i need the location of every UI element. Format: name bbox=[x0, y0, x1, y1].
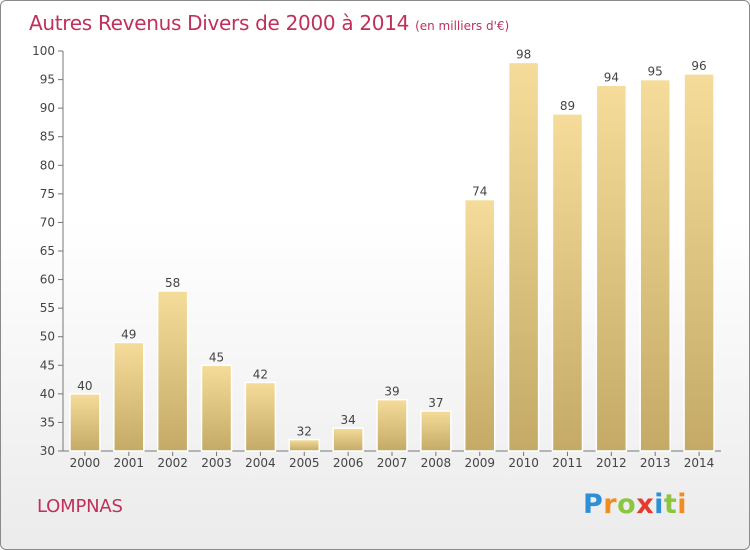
bar bbox=[156, 290, 189, 452]
bar-value-label: 37 bbox=[428, 396, 443, 410]
commune-name: LOMPNAS bbox=[37, 496, 123, 517]
x-tick-label: 2007 bbox=[377, 456, 408, 470]
x-tick-label: 2006 bbox=[333, 456, 364, 470]
bar-value-label: 42 bbox=[253, 367, 268, 381]
logo-letter: i bbox=[677, 489, 688, 520]
bar-value-label: 45 bbox=[209, 350, 224, 364]
bar bbox=[113, 341, 145, 452]
bar bbox=[551, 113, 584, 452]
x-tick-label: 2000 bbox=[70, 456, 101, 470]
x-tick-label: 2008 bbox=[421, 456, 452, 470]
x-tick-label: 2013 bbox=[640, 456, 671, 470]
bar-value-label: 74 bbox=[472, 185, 487, 199]
chart-subtitle: (en milliers d'€) bbox=[415, 19, 510, 33]
x-tick-label: 2002 bbox=[157, 456, 188, 470]
bar-value-label: 58 bbox=[165, 276, 180, 290]
bar-value-label: 94 bbox=[604, 70, 619, 84]
x-axis: 2000 2001 2002 2003 2004 2005 2006 2007 2008 2009… bbox=[63, 450, 721, 470]
y-axis: 30 35 40 45 50 55 60 65 70 75 80 85 90 95 100 bbox=[32, 44, 64, 458]
bar-value-label: 95 bbox=[648, 65, 663, 79]
bar bbox=[420, 410, 452, 452]
y-tick-label: 45 bbox=[40, 358, 55, 372]
bar bbox=[507, 61, 540, 452]
logo-letter: t bbox=[663, 489, 678, 520]
bar bbox=[595, 84, 628, 452]
x-tick-label: 2003 bbox=[201, 456, 232, 470]
y-tick-label: 35 bbox=[40, 415, 55, 429]
bar-value-label: 96 bbox=[691, 59, 706, 73]
y-tick-label: 80 bbox=[40, 158, 55, 172]
bar bbox=[463, 198, 496, 452]
y-tick-label: 50 bbox=[40, 330, 55, 344]
y-tick-label: 85 bbox=[40, 130, 55, 144]
x-tick-label: 2010 bbox=[508, 456, 539, 470]
bar-value-label: 98 bbox=[516, 47, 531, 61]
y-tick-label: 95 bbox=[40, 73, 55, 87]
bar bbox=[683, 73, 715, 452]
bar-value-label: 49 bbox=[121, 327, 136, 341]
y-tick-label: 40 bbox=[40, 387, 55, 401]
bar bbox=[200, 364, 233, 452]
logo-letter: o bbox=[617, 489, 637, 520]
bar bbox=[69, 393, 101, 452]
y-tick-label: 55 bbox=[40, 301, 55, 315]
x-tick-label: 2001 bbox=[114, 456, 145, 470]
bar bbox=[288, 438, 321, 452]
bar-value-label: 32 bbox=[297, 425, 312, 439]
bar-value-label: 39 bbox=[384, 385, 399, 399]
logo-letter: r bbox=[603, 489, 618, 520]
logo-letter: x bbox=[636, 489, 655, 520]
bars bbox=[69, 61, 715, 452]
chart-title: Autres Revenus Divers de 2000 à 2014 bbox=[29, 11, 410, 35]
bar-value-label: 89 bbox=[560, 99, 575, 113]
logo-letter: P bbox=[583, 489, 604, 520]
bar bbox=[244, 381, 277, 452]
bar-value-labels: 40 49 58 45 42 32 34 39 37 74 98 89 94 95 96 bbox=[77, 47, 706, 438]
bar-value-label: 40 bbox=[77, 379, 92, 393]
y-tick-label: 65 bbox=[40, 244, 55, 258]
y-tick-label: 75 bbox=[40, 187, 55, 201]
logo-letter: i bbox=[654, 489, 664, 520]
x-tick-label: 2004 bbox=[245, 456, 276, 470]
x-tick-label: 2009 bbox=[464, 456, 495, 470]
title-row: Autres Revenus Divers de 2000 à 2014 (en … bbox=[29, 11, 509, 35]
y-tick-label: 100 bbox=[32, 44, 55, 58]
y-tick-label: 60 bbox=[40, 273, 55, 287]
x-tick-label: 2014 bbox=[684, 456, 715, 470]
bar bbox=[639, 78, 671, 452]
y-tick-label: 90 bbox=[40, 101, 55, 115]
bar bbox=[376, 398, 408, 452]
x-tick-label: 2012 bbox=[596, 456, 627, 470]
proxiti-logo[interactable]: Proxiti bbox=[583, 489, 687, 520]
x-tick-label: 2011 bbox=[552, 456, 583, 470]
x-tick-label: 2005 bbox=[289, 456, 320, 470]
bar-value-label: 34 bbox=[340, 413, 355, 427]
y-tick-label: 70 bbox=[40, 215, 55, 229]
y-tick-label: 30 bbox=[40, 444, 55, 458]
bar bbox=[332, 427, 364, 452]
